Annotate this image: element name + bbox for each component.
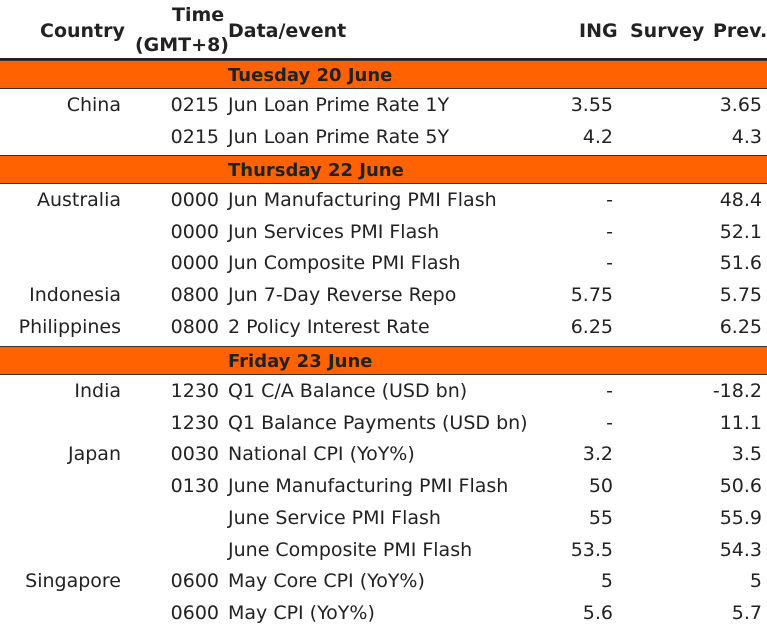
header-time-line1: Time [172,4,225,26]
cell-event: 2 Policy Interest Rate [228,315,430,338]
cell-ing: 6.25 [570,315,613,338]
cell-country: Australia [36,189,121,211]
table-row: June Composite PMI Flash 53.5 54.3 [0,534,767,566]
cell-event: Jun Loan Prime Rate 1Y [228,94,450,116]
day-header: Friday 23 June [0,346,767,375]
cell-time: 0215 [170,94,219,116]
table-row: June Service PMI Flash 55 55.9 [0,502,767,534]
cell-prev: 5 [749,570,762,593]
cell-time: 1230 [170,380,219,402]
cell-prev: 51.6 [719,252,762,275]
cell-ing: 50 [588,475,613,498]
cell-ing: - [606,380,613,402]
cell-time: 0600 [170,570,219,593]
cell-prev: 6.25 [719,315,762,338]
cell-prev: 3.5 [731,443,762,466]
day-header-label: Thursday 22 June [228,160,404,181]
cell-event: May Core CPI (YoY%) [228,570,425,593]
cell-event: Jun Services PMI Flash [228,220,440,243]
table-row: Philippines 0800 2 Policy Interest Rate 6.2… [0,311,767,343]
header-divider [0,58,767,60]
cell-prev: 3.65 [719,94,762,116]
cell-event: June Service PMI Flash [228,506,441,529]
cell-prev: 55.9 [719,506,762,529]
cell-ing: 3.55 [570,94,613,116]
cell-prev: 11.1 [719,411,762,434]
cell-ing: - [606,411,613,434]
table-header: Country Time (GMT+8) Data/event ING Surv… [0,0,767,58]
cell-prev: 54.3 [719,538,762,561]
header-survey: Survey [630,20,705,42]
cell-event: National CPI (YoY%) [228,443,415,466]
cell-country: Indonesia [29,284,121,307]
cell-event: Jun 7-Day Reverse Repo [228,284,457,307]
cell-ing: 4.2 [582,125,613,148]
table-row: Japan 0030 National CPI (YoY%) 3.2 3.5 [0,438,767,470]
table-row: Indonesia 0800 Jun 7-Day Reverse Repo 5.75 5… [0,279,767,311]
cell-ing: 5 [600,570,613,593]
header-prev: Prev. [713,20,767,42]
cell-ing: - [606,189,613,211]
cell-time: 0030 [170,443,219,466]
table-row: 0600 May CPI (YoY%) 5.6 5.7 [0,597,767,629]
cell-time: 0000 [170,252,219,275]
cell-time: 0130 [170,475,219,498]
table-row: 1230 Q1 Balance Payments (USD bn) - 11.1 [0,407,767,439]
header-ing: ING [579,20,618,42]
cell-time: 0600 [170,601,219,624]
cell-prev: 48.4 [719,189,762,211]
table-row: 0130 June Manufacturing PMI Flash 50 50.6 [0,470,767,502]
cell-event: Q1 Balance Payments (USD bn) [228,411,528,434]
cell-event: June Manufacturing PMI Flash [228,475,509,498]
cell-country: India [74,380,121,402]
cell-ing: - [606,252,613,275]
cell-event: Q1 C/A Balance (USD bn) [228,380,468,402]
cell-country: Philippines [18,315,121,338]
cell-ing: 5.75 [570,284,613,307]
cell-time: 0800 [170,284,219,307]
table-row: China 0215 Jun Loan Prime Rate 1Y 3.55 3.65 [0,89,767,121]
header-time-line2: (GMT+8) [135,34,229,56]
cell-event: Jun Manufacturing PMI Flash [228,189,497,211]
cell-prev: 52.1 [719,220,762,243]
table-row: Singapore 0600 May Core CPI (YoY%) 5 5 [0,565,767,597]
cell-time: 1230 [170,411,219,434]
cell-prev: 5.75 [719,284,762,307]
cell-country: Singapore [25,570,121,593]
cell-ing: - [606,220,613,243]
cell-prev: -18.2 [712,380,762,402]
header-country: Country [40,20,125,42]
cell-prev: 5.7 [731,601,762,624]
cell-event: June Composite PMI Flash [228,538,473,561]
day-header: Thursday 22 June [0,155,767,184]
cell-country: Japan [68,443,121,466]
header-event: Data/event [228,20,347,42]
cell-event: May CPI (YoY%) [228,601,375,624]
table-row: India 1230 Q1 C/A Balance (USD bn) - -18.2 [0,375,767,407]
table-row: Australia 0000 Jun Manufacturing PMI Flash… [0,184,767,216]
cell-country: China [66,94,121,116]
table-row: 0000 Jun Composite PMI Flash - 51.6 [0,247,767,279]
cell-time: 0215 [170,125,219,148]
cell-event: Jun Loan Prime Rate 5Y [228,125,450,148]
day-header-label: Friday 23 June [228,351,373,372]
cell-time: 0000 [170,189,219,211]
cell-event: Jun Composite PMI Flash [228,252,461,275]
cell-ing: 55 [588,506,613,529]
day-header: Tuesday 20 June [0,60,767,89]
cell-ing: 3.2 [582,443,613,466]
cell-time: 0000 [170,220,219,243]
cell-prev: 50.6 [719,475,762,498]
day-header-label: Tuesday 20 June [228,65,393,86]
cell-ing: 5.6 [582,601,613,624]
cell-prev: 4.3 [731,125,762,148]
cell-ing: 53.5 [570,538,613,561]
table-row: 0215 Jun Loan Prime Rate 5Y 4.2 4.3 [0,121,767,153]
table-row: 0000 Jun Services PMI Flash - 52.1 [0,216,767,248]
cell-time: 0800 [170,315,219,338]
